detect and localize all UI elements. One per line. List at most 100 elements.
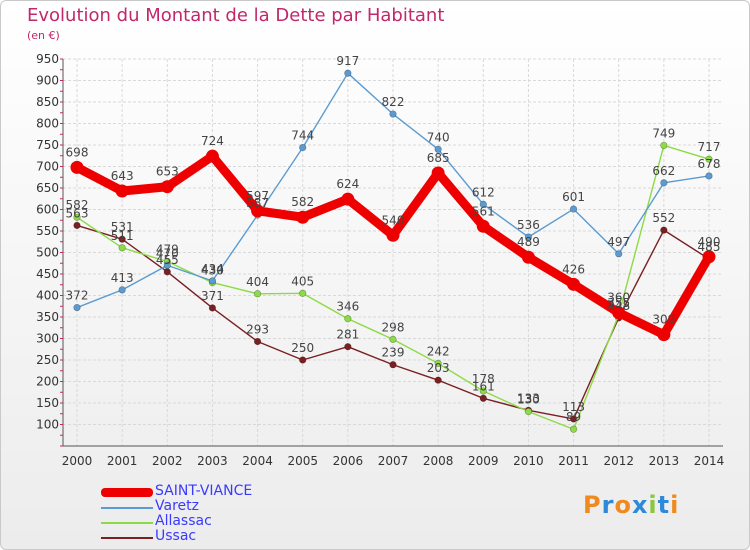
data-label-allassac: 479 bbox=[156, 243, 179, 257]
x-tick-label: 2010 bbox=[513, 454, 544, 468]
data-label-saint-viance: 561 bbox=[472, 204, 495, 218]
data-point-allassac bbox=[299, 289, 307, 297]
data-point-ussac bbox=[163, 268, 171, 276]
data-label-varetz: 822 bbox=[382, 95, 405, 109]
y-tick-label: 550 bbox=[36, 224, 59, 238]
data-point-allassac bbox=[118, 244, 126, 252]
data-point-varetz bbox=[434, 145, 442, 153]
x-tick-label: 2007 bbox=[378, 454, 409, 468]
data-label-ussac: 455 bbox=[156, 253, 179, 267]
data-point-varetz bbox=[569, 205, 578, 213]
y-tick-label: 800 bbox=[36, 117, 59, 131]
x-tick-label: 2014 bbox=[694, 454, 725, 468]
data-point-saint-viance bbox=[251, 204, 265, 218]
data-label-allassac: 355 bbox=[607, 296, 630, 310]
data-label-saint-viance: 360 bbox=[607, 291, 630, 305]
y-tick-label: 150 bbox=[36, 396, 59, 410]
data-label-ussac: 485 bbox=[698, 240, 721, 254]
y-tick-label: 500 bbox=[36, 246, 59, 260]
data-point-saint-viance bbox=[296, 210, 310, 224]
data-label-saint-viance: 685 bbox=[427, 151, 450, 165]
data-label-ussac: 113 bbox=[562, 400, 585, 414]
logo-letter: t bbox=[657, 491, 671, 519]
legend-label: Varetz bbox=[155, 498, 199, 514]
data-label-varetz: 744 bbox=[291, 129, 314, 143]
data-label-ussac: 552 bbox=[652, 211, 675, 225]
y-tick-label: 650 bbox=[36, 181, 59, 195]
data-point-allassac bbox=[479, 387, 487, 395]
data-point-saint-viance bbox=[115, 184, 129, 198]
data-point-ussac bbox=[299, 356, 307, 364]
data-point-saint-viance bbox=[702, 250, 716, 264]
data-label-allassac: 582 bbox=[66, 198, 89, 212]
data-label-saint-viance: 643 bbox=[111, 169, 134, 183]
data-point-varetz bbox=[208, 277, 217, 285]
data-label-ussac: 161 bbox=[472, 379, 495, 393]
data-label-allassac: 89 bbox=[566, 410, 581, 424]
data-point-varetz bbox=[479, 200, 487, 208]
data-point-saint-viance bbox=[567, 277, 581, 291]
data-label-allassac: 178 bbox=[472, 372, 495, 386]
data-point-varetz bbox=[524, 233, 533, 241]
logo-letter: x bbox=[631, 491, 649, 519]
data-point-saint-viance bbox=[476, 219, 490, 233]
data-point-ussac bbox=[434, 376, 442, 384]
data-point-saint-viance bbox=[657, 328, 671, 342]
data-point-saint-viance bbox=[386, 228, 400, 242]
data-label-ussac: 281 bbox=[336, 328, 359, 342]
data-point-saint-viance bbox=[160, 180, 174, 194]
data-point-allassac bbox=[344, 315, 352, 323]
data-label-ussac: 203 bbox=[427, 361, 450, 375]
x-tick-label: 2011 bbox=[558, 454, 589, 468]
data-point-ussac bbox=[118, 235, 126, 243]
data-point-allassac bbox=[660, 141, 668, 150]
data-label-allassac: 717 bbox=[698, 140, 721, 154]
data-point-saint-viance bbox=[521, 250, 535, 264]
data-label-saint-viance: 489 bbox=[517, 235, 540, 249]
data-label-ussac: 348 bbox=[607, 299, 630, 313]
data-label-saint-viance: 698 bbox=[66, 145, 89, 159]
data-label-varetz: 372 bbox=[66, 289, 89, 303]
data-label-saint-viance: 597 bbox=[246, 189, 269, 203]
data-label-varetz: 413 bbox=[111, 271, 134, 285]
data-label-allassac: 298 bbox=[382, 320, 405, 334]
data-label-allassac: 430 bbox=[201, 264, 224, 278]
data-label-varetz: 740 bbox=[427, 130, 450, 144]
data-point-varetz bbox=[389, 110, 397, 118]
data-point-saint-viance bbox=[612, 306, 626, 320]
data-label-varetz: 587 bbox=[246, 196, 269, 210]
y-tick-label: 900 bbox=[36, 74, 59, 88]
unit-label: (en €) bbox=[27, 29, 60, 42]
data-label-varetz: 662 bbox=[652, 164, 675, 178]
data-point-varetz bbox=[163, 261, 171, 270]
data-label-saint-viance: 624 bbox=[336, 177, 359, 191]
y-tick-label: 450 bbox=[36, 267, 59, 281]
y-tick-label: 400 bbox=[36, 289, 59, 303]
data-label-allassac: 405 bbox=[291, 274, 314, 288]
data-point-saint-viance bbox=[431, 166, 445, 180]
data-point-allassac bbox=[705, 155, 713, 163]
data-point-varetz bbox=[73, 303, 81, 312]
data-label-allassac: 404 bbox=[246, 275, 269, 289]
proxiti-logo: Proxiti bbox=[583, 491, 679, 519]
data-point-varetz bbox=[615, 250, 623, 258]
data-label-varetz: 678 bbox=[698, 157, 721, 171]
logo-letter: i bbox=[648, 491, 658, 519]
data-point-saint-viance bbox=[341, 192, 355, 206]
y-tick-label: 200 bbox=[36, 375, 59, 389]
data-label-ussac: 133 bbox=[517, 391, 540, 405]
data-point-ussac bbox=[569, 415, 578, 423]
data-label-saint-viance: 540 bbox=[382, 213, 405, 227]
x-tick-label: 2004 bbox=[242, 454, 273, 468]
logo-letter: P bbox=[583, 491, 602, 519]
x-tick-label: 2001 bbox=[107, 454, 138, 468]
y-tick-label: 350 bbox=[36, 310, 59, 324]
x-tick-label: 2008 bbox=[423, 454, 454, 468]
legend-swatch bbox=[101, 536, 153, 539]
y-tick-label: 100 bbox=[36, 418, 59, 432]
y-tick-label: 600 bbox=[36, 203, 59, 217]
y-tick-label: 700 bbox=[36, 160, 59, 174]
x-tick-label: 2006 bbox=[333, 454, 364, 468]
y-tick-label: 850 bbox=[36, 95, 59, 109]
x-tick-label: 2000 bbox=[62, 454, 93, 468]
